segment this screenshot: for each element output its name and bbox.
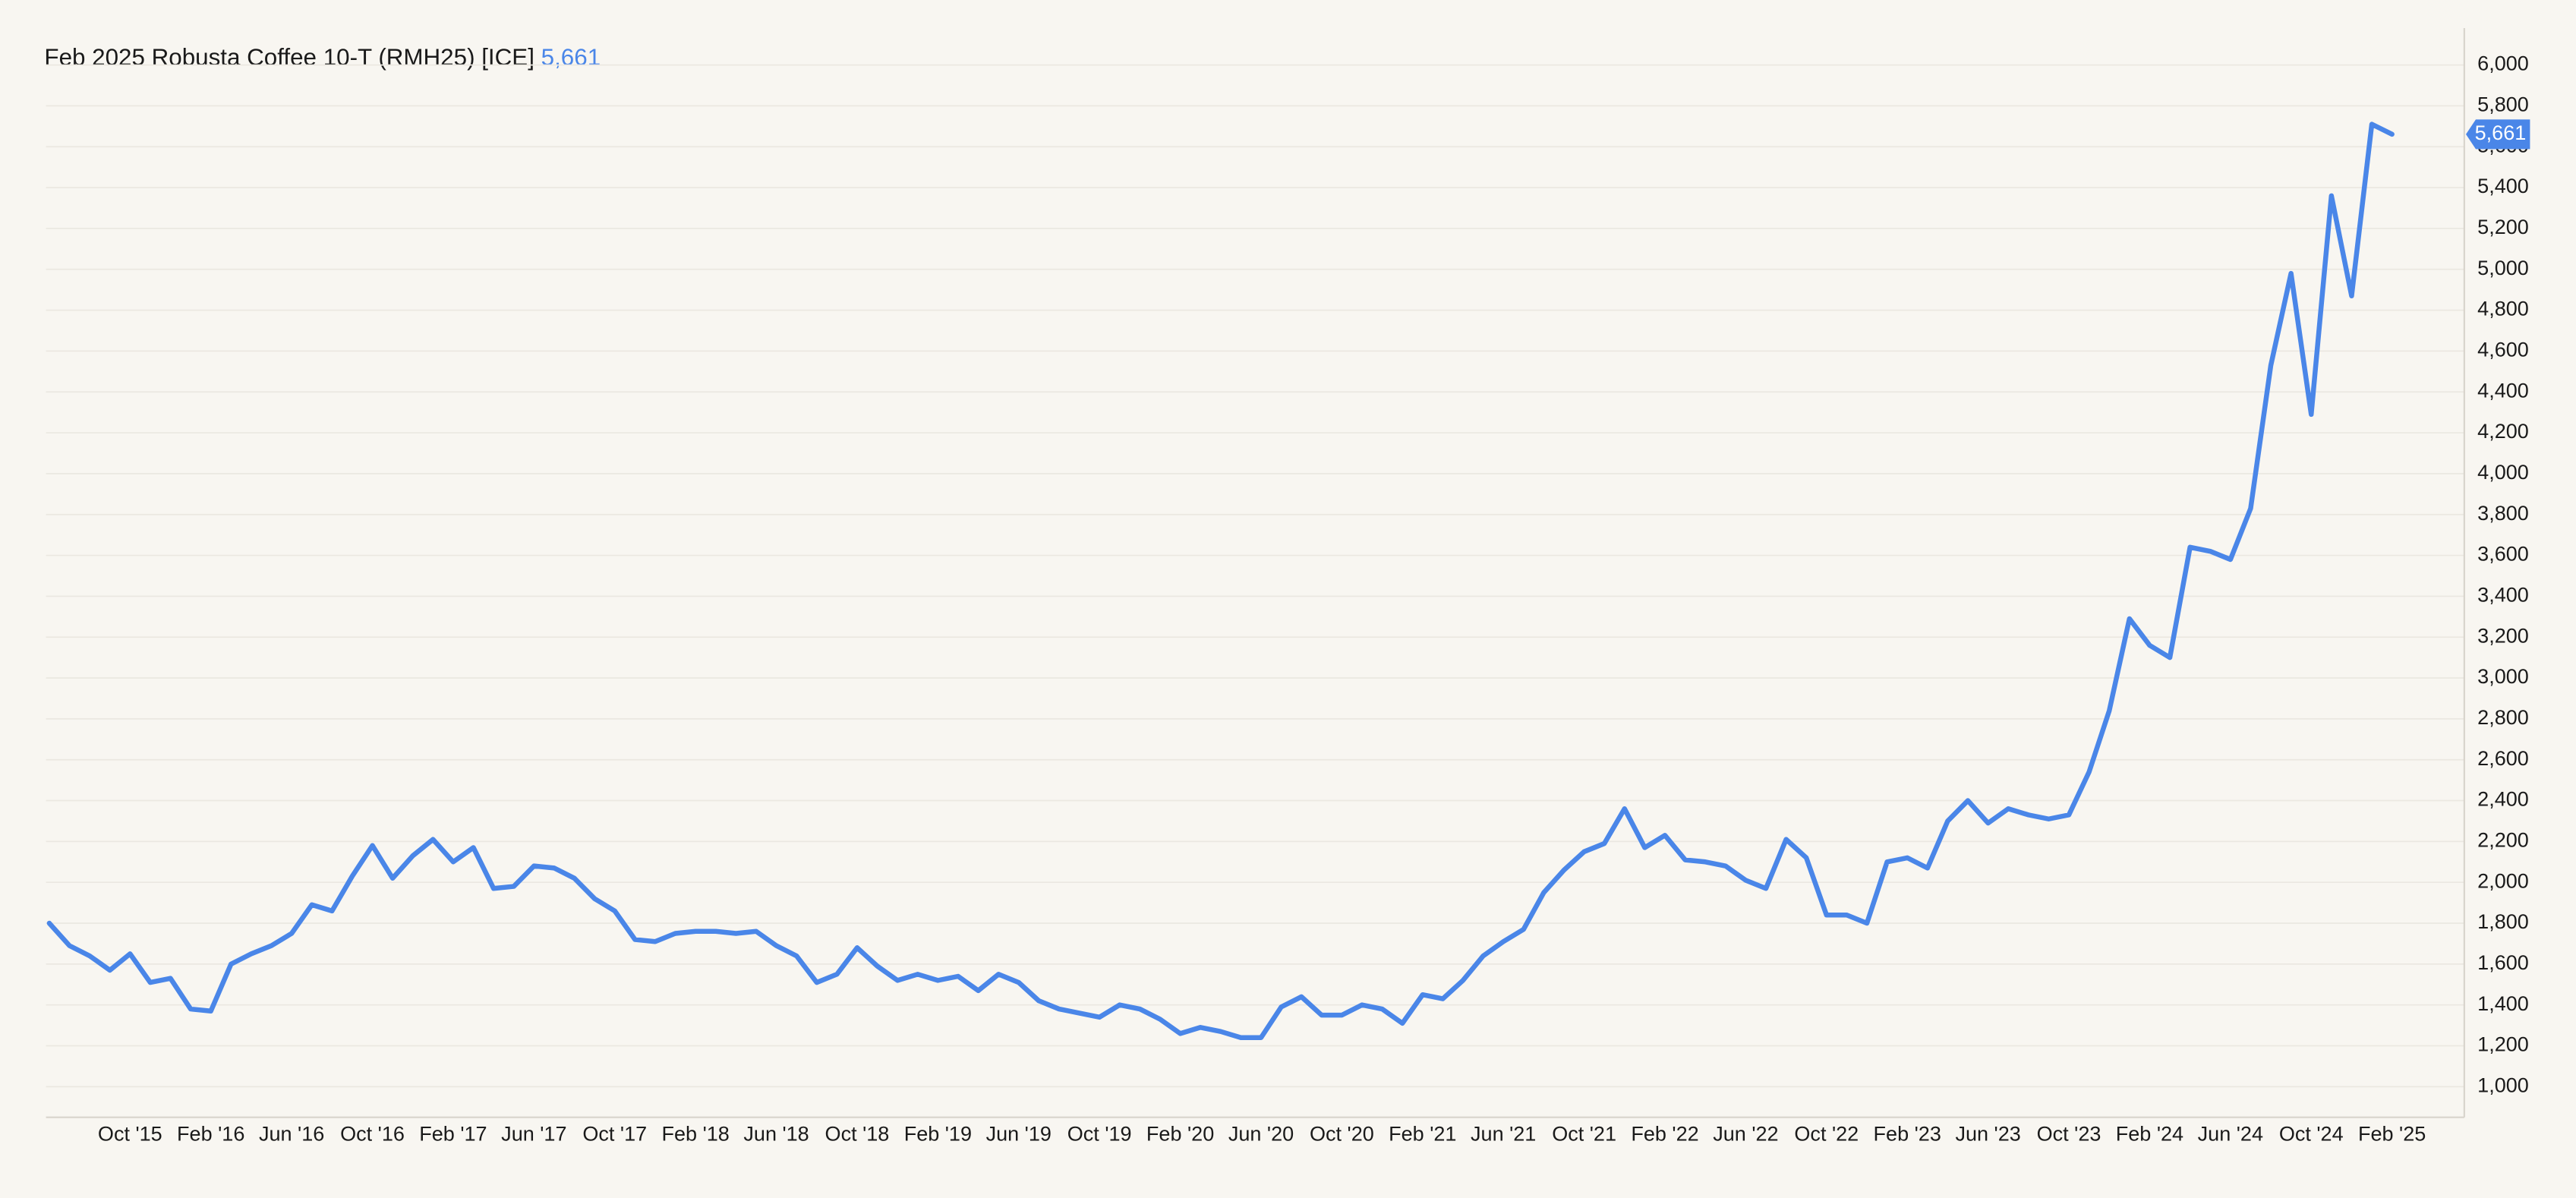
x-tick-label: Jun '17 [501, 1123, 566, 1146]
x-tick-label: Feb '20 [1146, 1123, 1214, 1146]
x-tick-label: Feb '19 [904, 1123, 972, 1146]
x-tick-label: Feb '22 [1631, 1123, 1698, 1146]
x-tick-label: Feb '16 [177, 1123, 244, 1146]
x-tick-label: Oct '16 [340, 1123, 405, 1146]
y-tick-label: 1,000 [2477, 1073, 2529, 1096]
y-tick-label: 3,000 [2477, 665, 2529, 688]
x-tick-label: Oct '15 [98, 1123, 162, 1146]
x-tick-label: Oct '23 [2037, 1123, 2101, 1146]
chart-title: Feb 2025 Robusta Coffee 10-T (RMH25) [IC… [44, 44, 601, 71]
y-tick-label: 5,200 [2477, 216, 2529, 238]
x-tick-label: Oct '17 [582, 1123, 647, 1146]
x-tick-label: Oct '18 [825, 1123, 890, 1146]
y-tick-label: 4,800 [2477, 298, 2529, 320]
title-value: 5,661 [541, 44, 601, 71]
current-value-label: 5,661 [2475, 121, 2527, 144]
y-tick-label: 2,800 [2477, 706, 2529, 729]
y-tick-label: 3,800 [2477, 502, 2529, 525]
y-tick-label: 2,400 [2477, 788, 2529, 811]
y-tick-label: 2,200 [2477, 829, 2529, 852]
y-tick-label: 2,000 [2477, 869, 2529, 892]
x-tick-label: Jun '24 [2198, 1123, 2263, 1146]
x-tick-label: Jun '22 [1713, 1123, 1778, 1146]
title-text: Feb 2025 Robusta Coffee 10-T (RMH25) [IC… [44, 44, 534, 71]
y-tick-label: 5,400 [2477, 175, 2529, 197]
y-tick-label: 4,400 [2477, 379, 2529, 402]
x-tick-label: Jun '19 [986, 1123, 1052, 1146]
price-line [46, 121, 2395, 1040]
y-tick-label: 1,200 [2477, 1033, 2529, 1056]
y-tick-label: 5,000 [2477, 257, 2529, 279]
x-tick-label: Jun '21 [1471, 1123, 1536, 1146]
x-tick-label: Oct '20 [1310, 1123, 1374, 1146]
x-tick-label: Jun '16 [259, 1123, 324, 1146]
x-tick-label: Feb '17 [419, 1123, 487, 1146]
current-value-badge [2466, 119, 2530, 150]
y-tick-label: 4,600 [2477, 339, 2529, 361]
y-tick-label: 3,200 [2477, 624, 2529, 647]
x-tick-label: Oct '24 [2279, 1123, 2344, 1146]
y-tick-label: 2,600 [2477, 747, 2529, 770]
x-tick-label: Feb '18 [661, 1123, 729, 1146]
x-tick-label: Feb '25 [2358, 1123, 2426, 1146]
x-tick-label: Jun '23 [1955, 1123, 2020, 1146]
y-tick-label: 1,400 [2477, 992, 2529, 1015]
x-tick-label: Oct '21 [1552, 1123, 1616, 1146]
x-tick-label: Oct '22 [1794, 1123, 1859, 1146]
x-tick-label: Feb '24 [2116, 1123, 2183, 1146]
y-tick-label: 5,800 [2477, 93, 2529, 116]
y-tick-label: 4,200 [2477, 420, 2529, 443]
y-tick-label: 6,000 [2477, 52, 2529, 75]
y-tick-label: 1,800 [2477, 910, 2529, 933]
x-tick-label: Feb '23 [1874, 1123, 1941, 1146]
x-tick-label: Oct '19 [1067, 1123, 1132, 1146]
x-tick-label: Jun '18 [743, 1123, 809, 1146]
x-tick-label: Jun '20 [1228, 1123, 1294, 1146]
y-tick-label: 3,600 [2477, 543, 2529, 566]
x-tick-label: Feb '21 [1389, 1123, 1456, 1146]
y-tick-label: 3,400 [2477, 584, 2529, 607]
y-tick-label: 1,600 [2477, 951, 2529, 974]
y-tick-label: 4,000 [2477, 461, 2529, 484]
